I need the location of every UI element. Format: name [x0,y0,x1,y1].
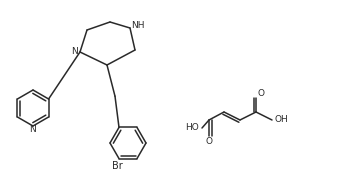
Text: NH: NH [131,21,145,30]
Text: O: O [206,136,213,145]
Text: OH: OH [274,116,288,124]
Text: N: N [71,47,77,56]
Text: O: O [258,90,265,98]
Text: N: N [30,124,37,133]
Text: HO: HO [185,124,199,133]
Text: Br: Br [112,161,122,171]
